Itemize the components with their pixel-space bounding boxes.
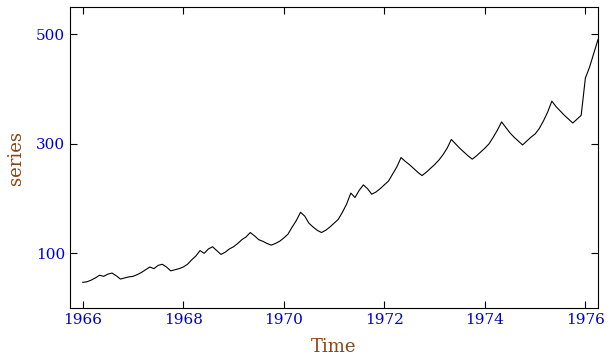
Y-axis label: series: series	[7, 131, 25, 184]
X-axis label: Time: Time	[311, 338, 357, 356]
